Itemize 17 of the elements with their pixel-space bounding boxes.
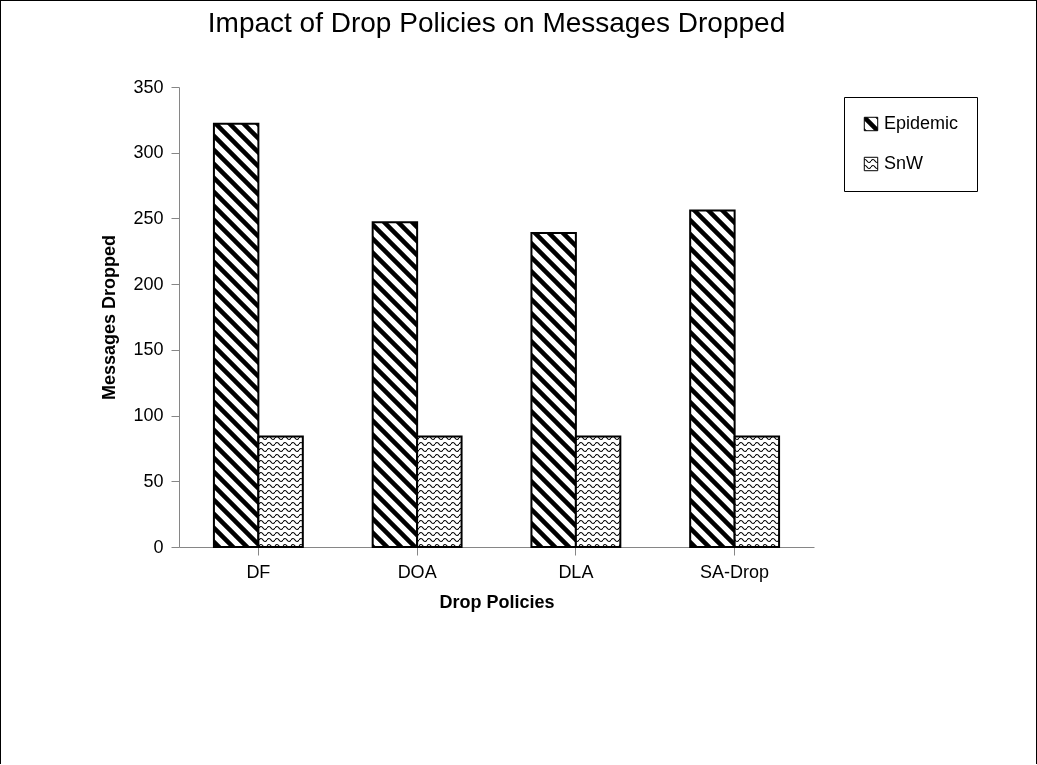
x-tick-label: DOA: [397, 561, 437, 582]
y-tick-label: 50: [143, 470, 164, 491]
y-tick-label: 150: [133, 339, 164, 360]
x-tick-label: DF: [246, 561, 271, 582]
x-tick-label: SA-Drop: [700, 561, 770, 582]
x-tick-label: DLA: [558, 561, 594, 582]
y-axis-title: Messages Dropped: [99, 234, 120, 401]
y-tick-label: 200: [133, 273, 164, 294]
y-tick-label: 250: [133, 207, 164, 228]
legend-label: Epidemic: [884, 113, 959, 133]
legend-label: SnW: [884, 153, 924, 173]
y-tick-label: 350: [133, 76, 164, 97]
y-tick-label: 300: [133, 142, 164, 163]
x-axis-title: Drop Policies: [439, 591, 555, 612]
y-tick-label: 0: [153, 536, 164, 557]
chart-title: Impact of Drop Policies on Messages Dropped: [207, 7, 786, 38]
y-tick-label: 100: [133, 405, 164, 426]
